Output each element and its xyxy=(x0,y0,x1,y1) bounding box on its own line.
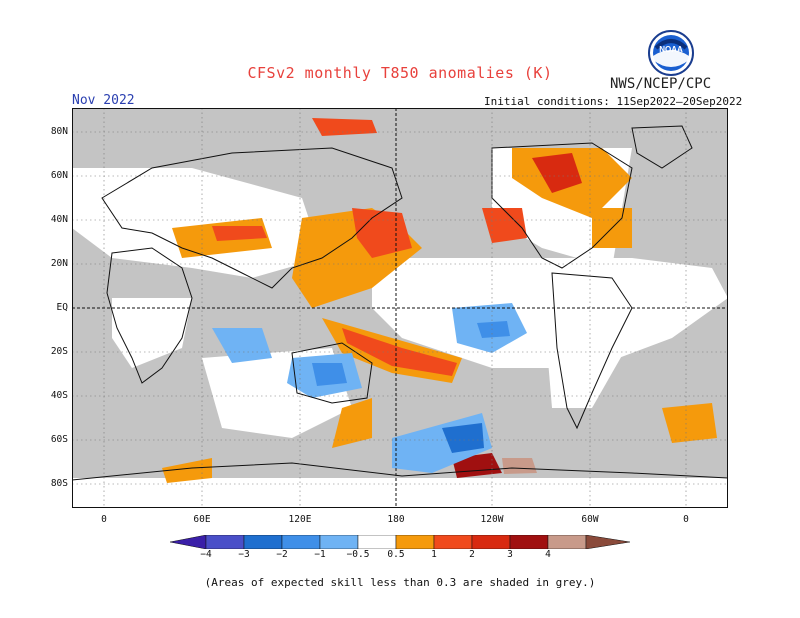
colorbar-label: 0.5 xyxy=(387,549,405,560)
warm-anomaly-antarctic-pink xyxy=(502,458,537,474)
warm-anomaly-south-indian xyxy=(162,458,212,483)
colorbar-segment-3-2 xyxy=(243,535,283,549)
cold-anomaly-australia-core xyxy=(312,363,347,386)
lon-label-180: 180 xyxy=(387,514,405,525)
lat-label-80s: 80S xyxy=(50,478,68,489)
warm-anomaly-west-pacific-core xyxy=(352,208,412,258)
white-region-southern-ocean xyxy=(72,478,728,508)
coast-antarctica xyxy=(72,462,728,481)
lon-label-60w: 60W xyxy=(581,514,599,525)
skill-footnote: (Areas of expected skill less than 0.3 a… xyxy=(204,576,596,589)
gridlines xyxy=(72,108,728,508)
colorbar-segment-05-1 xyxy=(395,535,435,549)
cold-anomaly-east-pacific-core xyxy=(477,321,510,338)
warm-anomaly-arctic xyxy=(312,118,377,136)
map-title: CFSv2 monthly T850 anomalies (K) xyxy=(247,64,553,82)
anomaly-map xyxy=(72,108,728,508)
lat-label-40n: 40N xyxy=(50,214,68,225)
warm-anomaly-south-atlantic xyxy=(662,403,717,443)
coastlines xyxy=(72,125,728,481)
coast-africa xyxy=(106,247,193,384)
lat-label-80n: 80N xyxy=(50,126,68,137)
colorbar-segment-4-5 xyxy=(547,535,587,549)
colorbar-label: −1 xyxy=(314,549,326,560)
colorbar xyxy=(170,535,630,549)
lon-label-60e: 60E xyxy=(193,514,211,525)
colorbar-label: −0.5 xyxy=(346,549,370,560)
colorbar-label: 2 xyxy=(469,549,475,560)
coast-australia xyxy=(291,342,373,404)
warm-anomaly-europe-core xyxy=(532,153,582,193)
lon-label-0-east: 0 xyxy=(683,514,689,525)
colorbar-segment-2-1 xyxy=(281,535,321,549)
lon-label-0-west: 0 xyxy=(101,514,107,525)
lat-label-20s: 20S xyxy=(50,346,68,357)
organization-label: NWS/NCEP/CPC xyxy=(610,76,712,92)
warm-anomaly-north-pacific xyxy=(482,208,527,243)
colorbar-label: −4 xyxy=(200,549,212,560)
map-frame xyxy=(72,108,728,508)
white-region-south-america xyxy=(542,288,632,408)
lat-label-20n: 20N xyxy=(50,258,68,269)
colorbar-segment-4-3 xyxy=(205,535,245,549)
coast-eurasia xyxy=(101,147,403,289)
colorbar-label: 3 xyxy=(507,549,513,560)
colorbar-segment-1-05 xyxy=(319,535,359,549)
cold-anomaly-southern-ocean-core xyxy=(442,423,484,453)
colorbar-segment-neutral xyxy=(357,535,397,549)
colorbar-segment-3-4 xyxy=(509,535,549,549)
colorbar-segment-lt-4 xyxy=(170,535,207,549)
warm-anomaly-south-pacific-core xyxy=(342,328,457,376)
lat-label-eq: EQ xyxy=(56,302,68,313)
coast-north-america xyxy=(491,142,633,269)
cold-anomaly-indian-ocean xyxy=(212,328,272,363)
noaa-logo: NOAA xyxy=(648,30,694,76)
svg-text:NOAA: NOAA xyxy=(659,45,683,54)
coast-south-america xyxy=(551,272,633,430)
colorbar-label: 4 xyxy=(545,549,551,560)
lat-label-40s: 40S xyxy=(50,390,68,401)
lon-label-120w: 120W xyxy=(480,514,504,525)
initial-conditions: Initial conditions: 11Sep2022–20Sep2022 xyxy=(484,95,743,108)
colorbar-segment-gt-5 xyxy=(585,535,630,549)
colorbar-segment-1-2 xyxy=(433,535,473,549)
lat-label-60n: 60N xyxy=(50,170,68,181)
warm-anomaly-nz xyxy=(332,398,372,448)
colorbar-segment-2-3 xyxy=(471,535,511,549)
lon-label-120e: 120E xyxy=(288,514,312,525)
colorbar-label: −2 xyxy=(276,549,288,560)
forecast-month: Nov 2022 xyxy=(72,93,135,108)
coast-greenland xyxy=(631,125,693,169)
white-region-africa xyxy=(112,298,192,368)
lat-label-60s: 60S xyxy=(50,434,68,445)
warm-anomaly-tibet-core xyxy=(212,226,267,241)
colorbar-label: 1 xyxy=(431,549,437,560)
colorbar-label: −3 xyxy=(238,549,250,560)
